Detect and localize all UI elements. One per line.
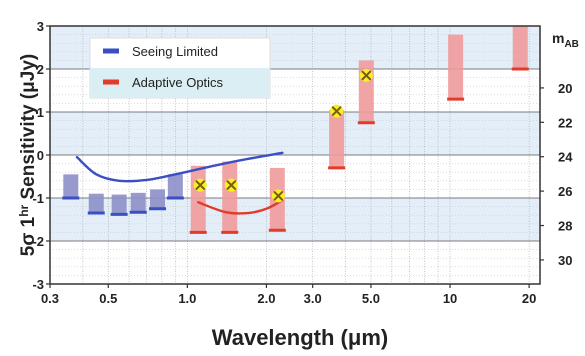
y-tick-label: 2 (37, 62, 44, 77)
bar-adaptive-optics (222, 161, 238, 233)
right-tick-label: 20 (558, 81, 572, 96)
x-tick-label: 2.0 (257, 291, 275, 306)
curve-seeing-limited (75, 151, 284, 183)
band (50, 112, 540, 155)
y-tick-label: 0 (37, 148, 44, 163)
x-tick-label: 20 (522, 291, 536, 306)
bar-adaptive-optics (329, 109, 345, 168)
bar-adaptive-optics (512, 26, 528, 69)
bar-seeing-limited (63, 174, 79, 198)
y-tick-label: -3 (32, 277, 44, 292)
right-tick-label: 22 (558, 115, 572, 130)
bar-adaptive-optics (190, 165, 206, 233)
right-axis-title: mAB (552, 30, 579, 50)
right-tick-label: 30 (558, 253, 572, 268)
marker-cross (331, 106, 342, 116)
legend-label-adaptive-optics: Adaptive Optics (132, 75, 224, 90)
x-tick-label: 1.0 (178, 291, 196, 306)
marker-cross (195, 180, 206, 190)
bar-seeing-limited (88, 193, 104, 214)
right-tick-label: 26 (558, 184, 572, 199)
sensitivity-curves (75, 151, 284, 215)
bar-seeing-limited (130, 192, 146, 213)
x-tick-label: 3.0 (304, 291, 322, 306)
x-tick-label: 0.3 (41, 291, 59, 306)
y-tick-label: -2 (32, 234, 44, 249)
y-tick-label: -1 (32, 191, 44, 206)
bar-seeing-limited (111, 194, 127, 215)
y-tick-label: 3 (37, 19, 44, 34)
legend-band (90, 68, 270, 98)
bar-seeing-limited (150, 189, 166, 209)
y-axis-title: 5σ 1hr Sensitivity (μJy) (17, 54, 39, 256)
bar-adaptive-optics (448, 34, 464, 100)
legend-label-seeing-limited: Seeing Limited (132, 44, 218, 59)
right-tick-label: 28 (558, 219, 572, 234)
x-tick-label: 5.0 (362, 291, 380, 306)
bar-seeing-limited (167, 174, 183, 198)
x-axis-title: Wavelength (μm) (212, 325, 388, 350)
marker-cross (226, 180, 237, 190)
x-tick-label: 0.5 (99, 291, 117, 306)
y-tick-label: 1 (37, 105, 44, 120)
marker-cross (273, 191, 284, 201)
legend: Seeing Limited Adaptive Optics (89, 37, 271, 99)
sensitivity-markers (193, 68, 373, 203)
axis-ticks: 0.3 0.5 1.0 2.0 3.0 5.0 10 20 -3 -2 -1 0 1 2 3 20 22 24 26… (32, 19, 573, 306)
right-tick-label: 24 (558, 150, 573, 165)
x-tick-label: 10 (443, 291, 457, 306)
marker-cross (361, 70, 372, 81)
curve-adaptive-optics (197, 198, 284, 215)
